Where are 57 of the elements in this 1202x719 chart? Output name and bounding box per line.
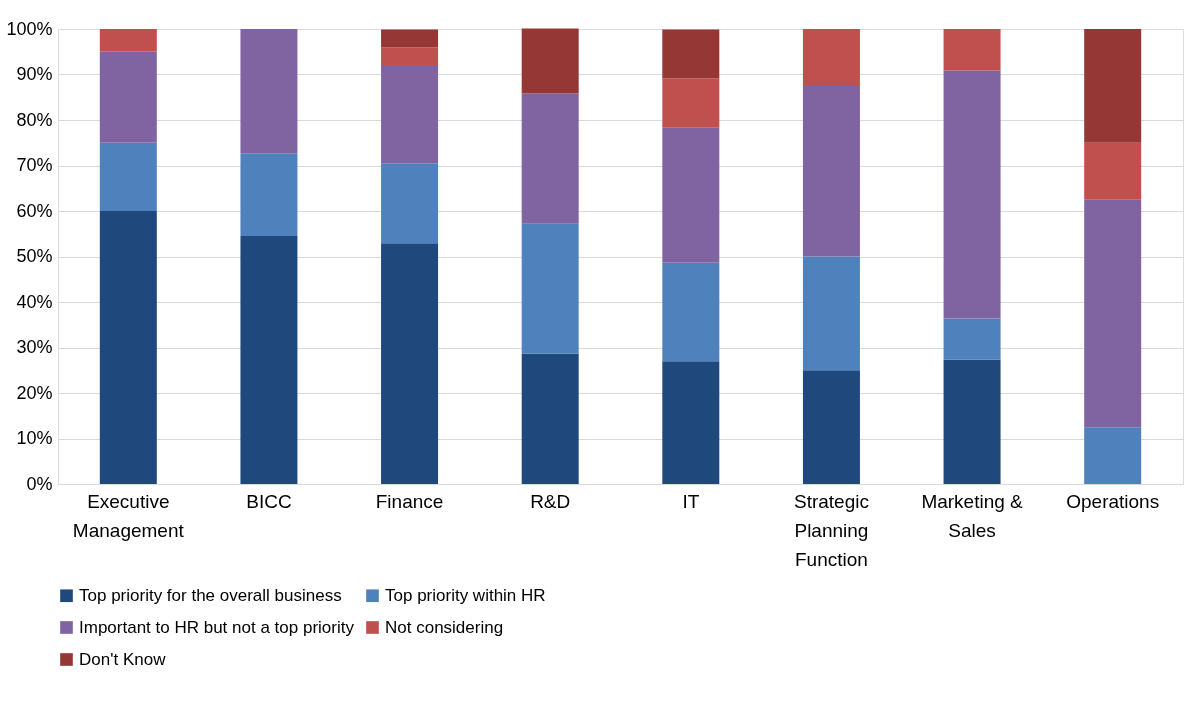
y-tick-label: 80% xyxy=(16,109,53,130)
y-tick-label: 90% xyxy=(16,64,53,84)
bar xyxy=(662,29,720,79)
bar xyxy=(240,29,298,154)
bar xyxy=(1084,427,1142,484)
bar xyxy=(943,70,1001,319)
bar xyxy=(943,359,1001,484)
x-tick-label: IT xyxy=(682,490,700,512)
legend-label: Important to HR but not a top priority xyxy=(79,617,355,637)
bar xyxy=(1084,29,1142,143)
legend-label: Top priority for the overall business xyxy=(79,585,342,605)
bar xyxy=(662,78,720,128)
bar xyxy=(381,163,439,244)
bar xyxy=(521,353,579,484)
bar xyxy=(99,142,157,211)
y-tick-label: 30% xyxy=(16,337,53,357)
bar xyxy=(1084,142,1142,200)
x-tick-label: Marketing & Sales xyxy=(921,490,1024,541)
x-tick-label: R&D xyxy=(530,490,571,512)
bar xyxy=(240,236,298,484)
bar xyxy=(1084,199,1142,428)
bar xyxy=(943,29,1001,71)
legend-label: Don't Know xyxy=(79,649,167,669)
bar xyxy=(662,361,720,484)
y-tick-label: 10% xyxy=(16,428,53,448)
y-tick-label: 40% xyxy=(16,291,53,312)
x-tick-label: Operations xyxy=(1066,490,1160,512)
x-tick-label: Executive Management xyxy=(72,490,185,541)
bar xyxy=(662,127,720,263)
bar xyxy=(802,370,860,484)
bar xyxy=(943,318,1001,360)
bar xyxy=(381,47,439,65)
bar xyxy=(99,211,157,484)
bar xyxy=(99,29,157,52)
x-tick-label: BICC xyxy=(246,490,292,512)
bar xyxy=(381,29,439,48)
legend-label: Not considering xyxy=(385,617,504,637)
y-tick-label: 50% xyxy=(16,246,53,266)
x-tick-label: Strategic Planning Function xyxy=(793,490,869,570)
bar xyxy=(802,85,860,257)
y-tick-label: 20% xyxy=(16,382,53,403)
bar xyxy=(521,223,579,354)
bar xyxy=(240,153,298,237)
bar xyxy=(802,29,860,86)
bar xyxy=(662,262,720,362)
y-tick-label: 70% xyxy=(16,155,53,175)
bar xyxy=(381,243,439,484)
bar xyxy=(521,93,579,224)
y-tick-label: 100% xyxy=(6,18,53,39)
y-tick-label: 0% xyxy=(26,473,53,494)
bar xyxy=(521,28,579,94)
y-tick-label: 60% xyxy=(16,200,53,221)
x-tick-label: Finance xyxy=(375,490,444,512)
legend-label: Top priority within HR xyxy=(385,585,546,605)
bar xyxy=(99,51,157,143)
bar xyxy=(381,64,439,164)
bar xyxy=(802,256,860,371)
